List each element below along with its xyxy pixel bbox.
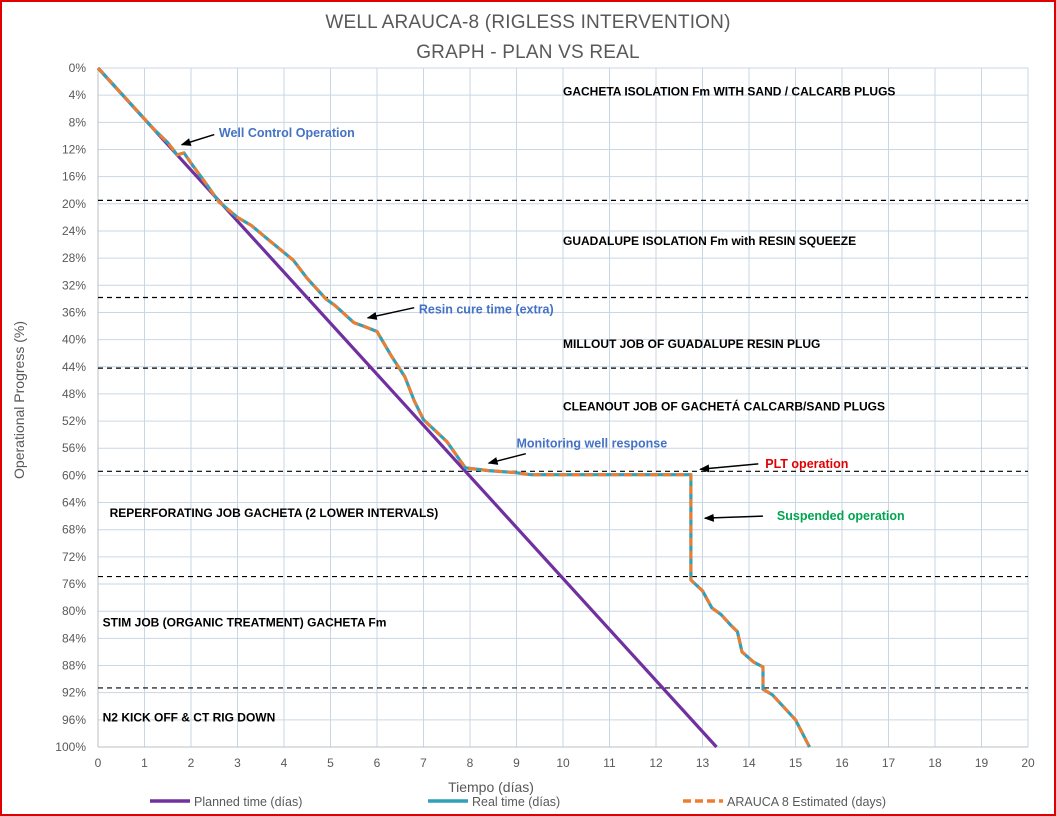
y-axis-label: Operational Progress (%): [11, 321, 27, 479]
y-tick-label: 88%: [62, 659, 86, 673]
x-tick-label: 9: [513, 756, 520, 770]
annotation-arrow: [366, 306, 415, 320]
y-tick-label: 28%: [62, 251, 86, 265]
y-tick-label: 80%: [62, 604, 86, 618]
x-tick-label: 12: [649, 756, 663, 770]
x-tick-label: 8: [467, 756, 474, 770]
tick-label-layer: 0 1 2 3 4 5 6 7 8 9 10 11 12 13 14 15 16 17 18 19 200%4%8%12…: [55, 61, 1035, 770]
phase-label-layer: GACHETA ISOLATION Fm WITH SAND / CALCARB…: [103, 84, 896, 724]
y-tick-label: 100%: [55, 740, 86, 754]
y-tick-label: 72%: [62, 550, 86, 564]
chart-title: WELL ARAUCA-8 (RIGLESS INTERVENTION): [325, 12, 731, 33]
annotation-label: Resin cure time (extra): [419, 303, 554, 317]
y-tick-label: 32%: [62, 278, 86, 292]
annotation-layer: Well Control Operation Resin cure time (e…: [180, 126, 905, 523]
x-axis-label: Tiempo (días): [448, 779, 534, 795]
legend: Planned time (días) Real time (días) ARAUC…: [150, 795, 886, 809]
y-tick-label: 20%: [62, 197, 86, 211]
series-line-arauca-8-estimated-days: [96, 66, 811, 748]
y-tick-label: 64%: [62, 496, 86, 510]
y-tick-label: 36%: [62, 305, 86, 319]
y-tick-label: 24%: [62, 224, 86, 238]
phase-label: N2 KICK OFF & CT RIG DOWN: [103, 710, 276, 724]
y-tick-label: 56%: [62, 441, 86, 455]
phase-label: CLEANOUT JOB OF GACHETÁ CALCARB/SAND PLU…: [563, 398, 885, 413]
y-tick-label: 84%: [62, 631, 86, 645]
x-tick-label: 5: [327, 756, 334, 770]
y-tick-label: 52%: [62, 414, 86, 428]
annotation-label: Suspended operation: [777, 509, 905, 523]
annotation-arrow: [180, 133, 215, 146]
phase-label: GACHETA ISOLATION Fm WITH SAND / CALCARB…: [563, 84, 895, 98]
y-tick-label: 40%: [62, 333, 86, 347]
series-line-planned-time-d-as: [96, 66, 718, 749]
y-tick-label: 92%: [62, 686, 86, 700]
x-tick-label: 7: [420, 756, 427, 770]
x-tick-label: 3: [234, 756, 241, 770]
y-tick-label: 68%: [62, 523, 86, 537]
y-tick-label: 44%: [62, 360, 86, 374]
y-tick-label: 12%: [62, 142, 86, 156]
x-tick-label: 16: [835, 756, 849, 770]
y-tick-label: 48%: [62, 387, 86, 401]
x-tick-label: 20: [1021, 756, 1035, 770]
series-layer: [96, 66, 811, 749]
phase-label: REPERFORATING JOB GACHETA (2 LOWER INTER…: [110, 506, 439, 520]
y-tick-label: 8%: [69, 115, 87, 129]
x-tick-label: 13: [696, 756, 710, 770]
x-tick-label: 0: [95, 756, 102, 770]
y-tick-label: 0%: [69, 61, 87, 75]
x-tick-label: 14: [742, 756, 756, 770]
y-tick-label: 76%: [62, 577, 86, 591]
x-tick-label: 4: [281, 756, 288, 770]
x-tick-label: 1: [141, 756, 148, 770]
legend-label: Planned time (días): [194, 795, 302, 809]
y-tick-label: 60%: [62, 468, 86, 482]
annotation-label: Monitoring well response: [517, 436, 668, 450]
phase-label: GUADALUPE ISOLATION Fm with RESIN SQUEEZ…: [563, 234, 856, 248]
x-tick-label: 17: [882, 756, 896, 770]
annotation-arrow: [487, 452, 526, 465]
annotation-label: Well Control Operation: [219, 126, 355, 140]
y-tick-label: 16%: [62, 170, 86, 184]
phase-label: MILLOUT JOB OF GUADALUPE RESIN PLUG: [563, 337, 820, 351]
chart-subtitle: GRAPH - PLAN VS REAL: [416, 42, 640, 63]
x-tick-label: 10: [556, 756, 570, 770]
annotation-arrow: [699, 463, 759, 473]
grid-layer: [97, 67, 1029, 748]
x-tick-label: 18: [928, 756, 942, 770]
x-tick-label: 6: [374, 756, 381, 770]
annotation-label: PLT operation: [765, 457, 848, 471]
y-tick-label: 4%: [69, 88, 87, 102]
annotation-arrow: [703, 513, 763, 522]
x-tick-label: 2: [188, 756, 195, 770]
x-tick-label: 15: [789, 756, 803, 770]
x-tick-label: 19: [975, 756, 989, 770]
x-tick-label: 11: [603, 756, 616, 770]
legend-label: Real time (días): [472, 795, 560, 809]
phase-separator-layer: [98, 199, 1028, 689]
legend-label: ARAUCA 8 Estimated (days): [727, 795, 886, 809]
phase-label: STIM JOB (ORGANIC TREATMENT) GACHETA Fm: [103, 615, 387, 629]
y-tick-label: 96%: [62, 713, 86, 727]
